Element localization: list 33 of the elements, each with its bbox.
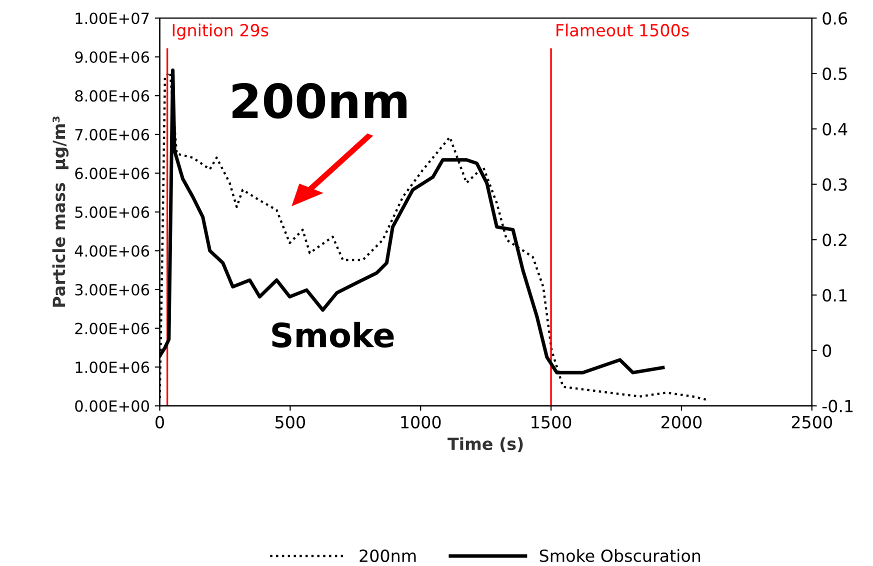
annotation: 200nm — [232, 82, 406, 119]
x-tick-label: 2000 — [661, 416, 702, 428]
y-axis-title: Particle mass µg/m³ — [52, 116, 69, 307]
legend-label: Smoke Obscuration — [540, 549, 700, 562]
x-tick-label: 500 — [276, 416, 305, 428]
x-tick-label: 1500 — [532, 416, 572, 428]
y-tick-label: 4.00E+06 — [74, 245, 150, 257]
x-tick-label: 0 — [156, 416, 164, 428]
y-tick-label: 8.00E+06 — [75, 90, 150, 102]
ref-line-label: Flameout 1500s — [556, 24, 689, 37]
y-tick-label: 7.00E+06 — [75, 128, 150, 140]
y-tick-label: 1.00E+06 — [76, 362, 150, 374]
y-tick-label: 0.00E+00 — [75, 400, 150, 412]
x-tick-label: 1000 — [401, 416, 441, 428]
y2-tick-label: 0.5 — [822, 67, 847, 80]
y2-tick-label: -0.1 — [822, 400, 853, 412]
y-tick-label: 2.00E+06 — [75, 322, 150, 334]
y2-tick-label: 0.3 — [822, 178, 847, 191]
y2-tick-label: 0 — [822, 344, 832, 358]
annotation: Smoke — [272, 322, 394, 348]
y2-tick-label: 0.2 — [822, 234, 846, 246]
y2-tick-label: 0.6 — [822, 12, 848, 25]
y-tick-label: 1.00E+07 — [76, 12, 149, 24]
x-tick-label: 2500 — [792, 416, 832, 428]
y-tick-label: 6.00E+06 — [75, 168, 150, 180]
y2-tick-label: 0.1 — [822, 289, 847, 302]
ref-line-label: Ignition 29s — [172, 24, 268, 40]
legend-label: 200nm — [360, 549, 416, 562]
x-axis-title: Time (s) — [448, 437, 523, 452]
y2-tick-label: 0.4 — [822, 122, 848, 136]
y-tick-label: 9.00E+06 — [75, 51, 150, 63]
y-tick-label: 3.00E+06 — [75, 284, 150, 296]
y-tick-label: 5.00E+06 — [75, 206, 150, 218]
